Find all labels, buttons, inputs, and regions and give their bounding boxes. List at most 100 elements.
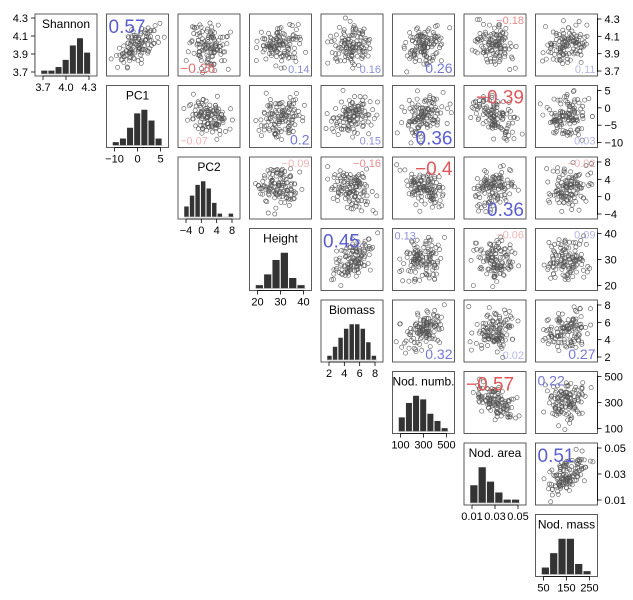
scatter-point — [481, 259, 486, 265]
scatter-point — [561, 130, 567, 136]
scatter-point — [411, 242, 417, 248]
scatter-point — [126, 35, 132, 40]
scatter-point — [325, 176, 331, 182]
scatter-point — [551, 96, 557, 102]
scatter-point — [428, 176, 434, 182]
scatter-point — [198, 58, 204, 63]
scatter-point — [424, 124, 430, 130]
histogram-bar — [280, 252, 289, 289]
scatter-point — [293, 97, 298, 102]
scatter-point — [117, 45, 122, 51]
scatter-point — [350, 206, 356, 212]
scatter-point — [478, 35, 484, 40]
bottom-axis-tick-label: 0 — [134, 154, 140, 166]
scatter-point — [425, 177, 431, 183]
scatter-point — [287, 95, 293, 100]
right-axis-tick-label: 40 — [605, 229, 617, 241]
scatter-point — [360, 174, 365, 179]
scatter-point — [423, 249, 429, 254]
scatter-point — [363, 48, 369, 54]
scatter-point — [128, 34, 134, 40]
scatter-point — [217, 131, 223, 137]
scatter-point — [509, 183, 515, 189]
scatter-point — [271, 121, 277, 127]
scatter-point — [354, 130, 360, 136]
scatter-point — [578, 106, 584, 112]
scatter-point — [487, 199, 492, 205]
correlation-label: 0.36 — [416, 129, 453, 150]
scatter-point — [420, 327, 425, 333]
scatter-point — [363, 37, 369, 43]
scatter-point — [572, 97, 577, 103]
bottom-axis-tick-label: 20 — [251, 297, 263, 309]
scatter-point — [426, 275, 432, 281]
scatter-point — [286, 116, 292, 122]
scatter-point — [480, 379, 486, 385]
scatter-point — [563, 396, 569, 402]
scatter-point — [556, 175, 562, 180]
scatter-point — [570, 118, 576, 124]
scatter-point — [145, 50, 151, 56]
correlation-label: 0.02 — [503, 350, 524, 362]
scatter-point — [142, 38, 148, 43]
histogram-bar — [200, 180, 206, 218]
scatter-point — [588, 306, 593, 312]
scatter-point — [332, 182, 338, 188]
scatter-point — [352, 194, 358, 200]
scatter-point — [330, 196, 336, 201]
scatter-point — [108, 56, 114, 62]
scatter-point — [360, 39, 366, 44]
scatter-point — [434, 314, 440, 319]
scatter-point — [560, 185, 566, 191]
scatter-point — [428, 117, 434, 123]
scatter-point — [476, 376, 482, 382]
scatter-point — [430, 55, 436, 60]
scatter-point — [367, 267, 373, 273]
scatter-point — [572, 387, 577, 393]
scatter-point — [281, 109, 287, 114]
scatter-point — [489, 123, 495, 128]
scatter-point — [552, 52, 557, 57]
histogram-bar — [365, 341, 372, 361]
scatter-point — [145, 25, 151, 31]
scatter-point — [194, 32, 200, 37]
scatter-point — [260, 178, 266, 184]
scatter-point — [584, 33, 590, 39]
scatter-point — [289, 188, 294, 193]
scatter-point — [567, 104, 573, 109]
scatter-point — [493, 51, 499, 57]
scatter-point — [290, 36, 296, 42]
scatter-point — [338, 178, 344, 184]
scatter-point — [475, 50, 480, 56]
scatter-point — [285, 196, 291, 202]
scatter-point — [437, 198, 443, 203]
scatter-point — [333, 106, 339, 111]
scatter-point — [357, 255, 363, 261]
scatter-point — [201, 47, 207, 53]
scatter-point — [554, 113, 559, 119]
scatter-point — [548, 324, 554, 330]
scatter-point — [424, 39, 430, 45]
scatter-point — [211, 35, 216, 41]
scatter-point — [541, 327, 547, 333]
scatter-point — [574, 257, 580, 263]
scatter-point — [434, 318, 440, 324]
scatter-point — [268, 38, 274, 44]
scatter-point — [292, 122, 298, 128]
scatter-point — [424, 265, 429, 270]
scatter-point — [569, 457, 575, 463]
scatter-point — [476, 208, 481, 214]
scatter-point — [356, 48, 361, 54]
scatter-point — [561, 31, 567, 36]
scatter-point — [573, 269, 579, 275]
scatter-point — [567, 30, 572, 36]
scatter-point — [495, 99, 500, 105]
scatter-point — [552, 111, 558, 116]
scatter-point — [399, 120, 404, 126]
scatter-point — [412, 179, 418, 185]
correlation-label: −0.18 — [496, 15, 524, 27]
scatter-point — [475, 183, 481, 189]
scatter-point — [501, 250, 507, 255]
scatter-point — [411, 256, 417, 262]
scatter-point — [204, 114, 210, 119]
